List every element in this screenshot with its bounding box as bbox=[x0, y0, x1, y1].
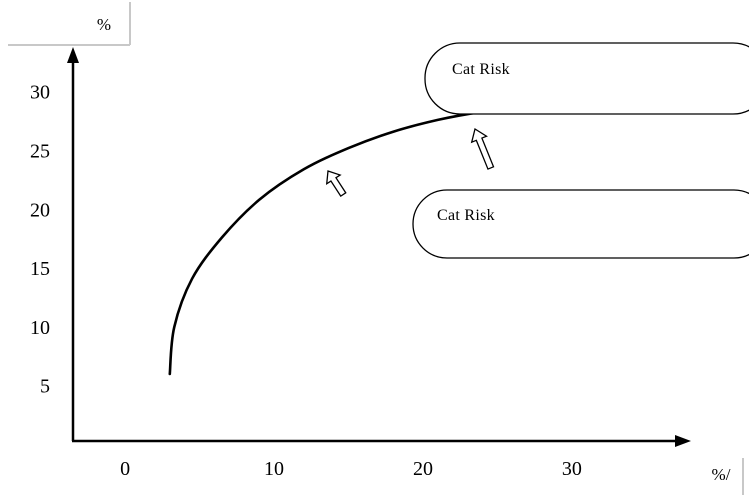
y-axis-unit-label: % bbox=[97, 15, 111, 34]
arrow-pointer bbox=[325, 170, 347, 198]
x-tick-label: 20 bbox=[413, 458, 433, 480]
x-tick-labels: 0 10 20 30 bbox=[120, 458, 582, 480]
callout-bubble bbox=[424, 42, 749, 115]
x-tick-label: 10 bbox=[264, 458, 284, 480]
y-tick-label: 30 bbox=[30, 82, 50, 104]
callout-bubble bbox=[412, 189, 749, 259]
y-tick-label: 20 bbox=[30, 199, 50, 221]
y-tick-label: 25 bbox=[30, 140, 50, 162]
y-tick-label: 10 bbox=[30, 317, 50, 339]
callout-text: Cat Risk bbox=[437, 207, 495, 224]
x-tick-label: 30 bbox=[562, 458, 582, 480]
y-tick-label: 5 bbox=[40, 376, 50, 398]
callout-lower: Cat Risk bbox=[412, 189, 749, 259]
arrow-pointer bbox=[470, 127, 495, 170]
x-axis-unit-label: %/ bbox=[712, 465, 731, 484]
y-axis-arrowhead bbox=[67, 47, 79, 63]
y-tick-label: 15 bbox=[30, 258, 50, 280]
x-tick-label: 0 bbox=[120, 458, 130, 480]
callout-upper: Cat Risk bbox=[424, 42, 749, 115]
y-tick-labels: 5 10 15 20 25 30 bbox=[30, 82, 50, 398]
callout-text: Cat Risk bbox=[452, 61, 510, 78]
x-axis-arrowhead bbox=[675, 435, 691, 447]
